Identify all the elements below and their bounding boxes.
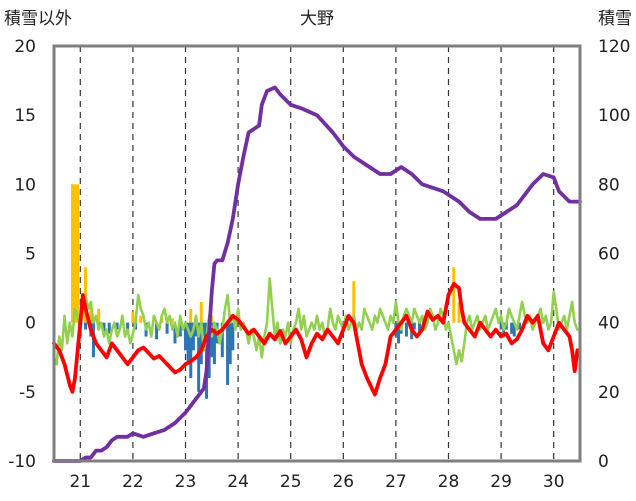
sunshine-bar-15 [184,322,187,351]
left-tick-label-15: 15 [14,106,36,126]
left-axis-label: 積雪以外 [4,9,72,29]
plot-area-frame [52,44,582,463]
sunshine-bar-11 [155,322,159,340]
right-tick-label-120: 120 [598,37,630,57]
sunshine-bar-44 [518,322,522,330]
left-tick-label--5: -5 [19,383,36,403]
sunshine-bar-29 [226,322,230,385]
sunshine-bar-16 [186,322,190,365]
sunshine-bar-12 [165,322,169,334]
wind-series-line [52,277,579,366]
right-axis-label: 積雪 [598,9,632,29]
temperature-series-line [52,282,580,397]
left-tick-label-20: 20 [14,37,36,57]
sunshine-bar-8 [126,322,130,334]
left-tick-label-0: 0 [25,314,36,334]
precipitation-bar-9 [199,301,203,323]
sunshine-bar-18 [191,322,195,351]
sunshine-bar-42 [510,322,514,334]
sunshine-bar-38 [418,322,422,334]
precipitation-bar-12 [452,267,456,323]
x-tick-label-27: 27 [385,472,407,492]
left-tick-label-5: 5 [25,245,36,265]
sunshine-bar-35 [404,322,408,337]
right-tick-label-60: 60 [598,245,620,265]
sunshine-bar-25 [210,322,214,358]
x-tick-label-23: 23 [175,472,197,492]
left-tick-label-10: 10 [14,175,36,195]
right-tick-label-80: 80 [598,175,620,195]
grid-lines [79,46,555,461]
sunshine-bar-13 [173,322,177,344]
x-tick-label-28: 28 [438,472,460,492]
right-tick-label-0: 0 [598,452,609,472]
line-series [52,85,582,463]
precipitation-bar-11 [352,281,356,323]
precipitation-bar-3 [97,308,101,323]
right-tick-label-20: 20 [598,383,620,403]
sunshine-bar-28 [220,322,224,358]
sunshine-bar-7 [115,322,119,330]
x-tick-label-22: 22 [122,472,144,492]
right-tick-label-100: 100 [598,106,630,126]
x-tick-label-25: 25 [280,472,302,492]
bar-series [71,184,522,399]
sunshine-bar-6 [107,322,111,334]
sunshine-bar-17 [189,322,193,378]
x-axis-ticks: 21 22 23 24 25 26 27 28 29 30 [69,472,564,492]
sunshine-bar-26 [212,322,216,365]
x-tick-label-30: 30 [543,472,565,492]
sunshine-bar-37 [412,322,416,330]
x-tick-label-24: 24 [227,472,249,492]
sunshine-bar-33 [397,322,401,344]
right-axis-ticks: 0 20 40 60 80 100 120 [598,37,630,472]
precipitation-bar-7 [170,318,174,323]
sunshine-bar-19 [194,322,198,337]
x-tick-label-21: 21 [69,472,91,492]
sunshine-bar-43 [512,322,516,337]
sunshine-bar-1 [84,322,88,330]
chart-title: 大野 [300,9,334,29]
sunshine-bar-39 [499,322,503,330]
snow_depth-series-line [52,85,582,463]
precipitation-bar-5 [139,315,143,323]
precipitation-bar-4 [131,311,135,323]
sunshine-bar-14 [178,322,182,337]
x-tick-label-29: 29 [490,472,512,492]
sunshine-bar-31 [231,322,235,351]
x-tick-label-26: 26 [332,472,354,492]
right-tick-label-40: 40 [598,314,620,334]
left-tick-label--10: -10 [8,452,36,472]
precipitation-bar-0 [71,184,80,323]
precipitation-bar-13 [457,301,461,323]
sunshine-bar-30 [228,322,232,365]
left-axis-ticks: -10 -5 0 5 10 15 20 [8,37,36,472]
sunshine-bar-22 [202,322,206,351]
sunshine-bar-20 [197,322,201,392]
precipitation-bar-8 [189,308,193,323]
sunshine-bar-21 [199,322,203,365]
